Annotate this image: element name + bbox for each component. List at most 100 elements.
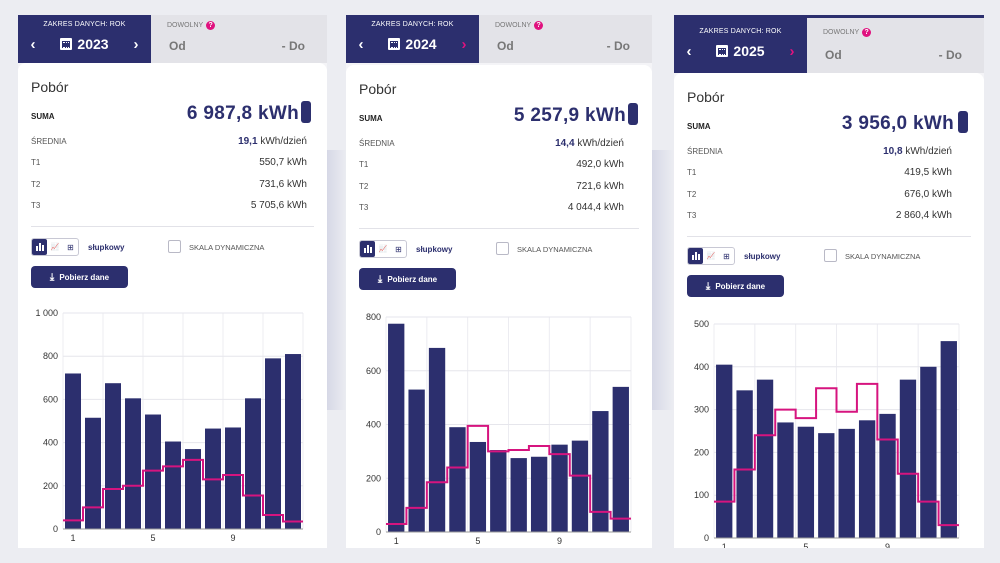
table-view-button[interactable]: ⊞ xyxy=(719,248,734,264)
bar xyxy=(185,449,201,529)
chart-mode-label: słupkowy xyxy=(744,252,781,261)
bar xyxy=(879,413,896,538)
bar xyxy=(225,427,241,529)
t2-label: T2 xyxy=(31,180,41,189)
y-tick-label: 400 xyxy=(366,420,381,430)
help-icon[interactable]: ? xyxy=(206,21,216,30)
from-field[interactable]: Od xyxy=(169,39,186,53)
table-view-button[interactable]: ⊞ xyxy=(391,241,406,257)
x-tick-label: 1 xyxy=(394,536,399,546)
bar xyxy=(245,398,261,529)
download-button[interactable]: ⤓ Pobierz dane xyxy=(687,275,784,297)
download-icon: ⤓ xyxy=(705,280,711,292)
bar xyxy=(612,386,629,532)
to-field[interactable]: - Do xyxy=(606,39,630,53)
help-icon[interactable]: ? xyxy=(534,21,544,30)
x-tick-label: 5 xyxy=(803,542,808,548)
t3-value: 5 705,6 kWh xyxy=(250,200,307,211)
range-label: ZAKRES DANYCH: ROK xyxy=(43,21,126,28)
sum-marker xyxy=(628,103,638,125)
from-field[interactable]: Od xyxy=(825,48,842,62)
avg-label: ŚREDNIA xyxy=(359,139,395,148)
custom-range[interactable]: DOWOLNY? Od - Do xyxy=(479,15,652,63)
y-tick-label: 200 xyxy=(366,473,381,483)
t1-label: T1 xyxy=(31,158,41,167)
top-bar xyxy=(674,15,984,18)
to-field[interactable]: - Do xyxy=(938,48,962,62)
custom-range-label: DOWOLNY xyxy=(495,22,532,29)
to-field[interactable]: - Do xyxy=(281,39,305,53)
consumption-chart: 0 100 200 300 400 500 1 5 9 xyxy=(694,319,960,548)
sum-label: SUMA xyxy=(31,112,55,121)
divider xyxy=(687,236,971,237)
panel-2023: ZAKRES DANYCH: ROK ‹ 2023 › DOWOLNY? Od … xyxy=(18,15,327,548)
year-selector: ZAKRES DANYCH: ROK ‹ 2023 › xyxy=(18,15,151,63)
y-tick-label: 100 xyxy=(694,490,709,500)
panel-2024: ZAKRES DANYCH: ROK ‹ 2024 › DOWOLNY? Od … xyxy=(346,15,652,548)
bar xyxy=(858,420,876,538)
bar xyxy=(530,456,548,532)
bar xyxy=(736,390,753,538)
avg-label: ŚREDNIA xyxy=(31,137,67,146)
bar-chart-button[interactable] xyxy=(688,248,704,264)
card-title: Pobór xyxy=(687,89,725,105)
line-chart-button[interactable]: 📈 xyxy=(375,241,390,257)
bar xyxy=(818,433,835,538)
custom-range[interactable]: DOWOLNY? Od - Do xyxy=(807,18,984,73)
from-field[interactable]: Od xyxy=(497,39,514,53)
dynamic-scale-checkbox[interactable] xyxy=(824,249,837,262)
line-chart-button[interactable]: 📈 xyxy=(47,239,62,255)
bar xyxy=(165,441,181,529)
download-icon: ⤓ xyxy=(377,273,383,285)
sum-value: 5 257,9 kWh xyxy=(513,105,626,126)
prev-year-button[interactable]: ‹ xyxy=(358,35,364,53)
bar xyxy=(756,379,774,538)
bar-chart-icon xyxy=(691,252,700,260)
download-label: Pobierz dane xyxy=(59,272,110,282)
y-tick-label: 0 xyxy=(53,524,58,534)
t2-label: T2 xyxy=(359,182,369,191)
bar xyxy=(145,414,161,529)
sum-value: 3 956,0 kWh xyxy=(841,113,954,134)
consumption-card: Pobór SUMA 6 987,8 kWh ŚREDNIA 19,1 kWh/dz… xyxy=(18,63,327,548)
help-icon[interactable]: ? xyxy=(862,28,872,37)
range-label: ZAKRES DANYCH: ROK xyxy=(371,21,454,28)
table-view-button[interactable]: ⊞ xyxy=(63,239,78,255)
year-selector: ZAKRES DANYCH: ROK ‹ 2024 › xyxy=(346,15,479,63)
next-year-button[interactable]: › xyxy=(461,35,467,53)
custom-range[interactable]: DOWOLNY? Od - Do xyxy=(151,15,327,63)
bar xyxy=(469,441,487,532)
table-icon: ⊞ xyxy=(394,244,402,254)
bar xyxy=(65,373,81,529)
background-shadow-left xyxy=(327,150,347,410)
x-tick-label: 9 xyxy=(885,542,890,548)
dynamic-scale-label: SKALA DYNAMICZNA xyxy=(845,252,921,261)
next-year-button[interactable]: › xyxy=(789,42,795,60)
x-tick-label: 1 xyxy=(70,533,75,543)
custom-range-label: DOWOLNY xyxy=(167,22,204,29)
dynamic-scale-checkbox[interactable] xyxy=(496,242,509,255)
download-button[interactable]: ⤓ Pobierz dane xyxy=(359,268,456,290)
divider xyxy=(359,228,639,229)
avg-label: ŚREDNIA xyxy=(687,147,723,156)
dynamic-scale-checkbox[interactable] xyxy=(168,240,181,253)
bar-chart-button[interactable] xyxy=(360,241,376,257)
line-chart-icon: 📈 xyxy=(50,244,60,251)
calendar-icon xyxy=(388,38,401,50)
bar xyxy=(797,426,815,538)
line-chart-button[interactable]: 📈 xyxy=(703,248,718,264)
sum-label: SUMA xyxy=(359,114,383,123)
background-shadow-right xyxy=(652,150,674,410)
bar xyxy=(592,411,609,532)
next-year-button[interactable]: › xyxy=(133,35,139,53)
prev-year-button[interactable]: ‹ xyxy=(686,42,692,60)
sum-marker xyxy=(301,101,311,123)
bar-chart-button[interactable] xyxy=(32,239,48,255)
chart-type-toggle: 📈 ⊞ xyxy=(687,247,735,265)
prev-year-button[interactable]: ‹ xyxy=(30,35,36,53)
x-tick-label: 5 xyxy=(150,533,155,543)
bar xyxy=(899,379,917,538)
download-button[interactable]: ⤓ Pobierz dane xyxy=(31,266,128,288)
t3-label: T3 xyxy=(31,201,41,210)
dynamic-scale-label: SKALA DYNAMICZNA xyxy=(517,245,593,254)
